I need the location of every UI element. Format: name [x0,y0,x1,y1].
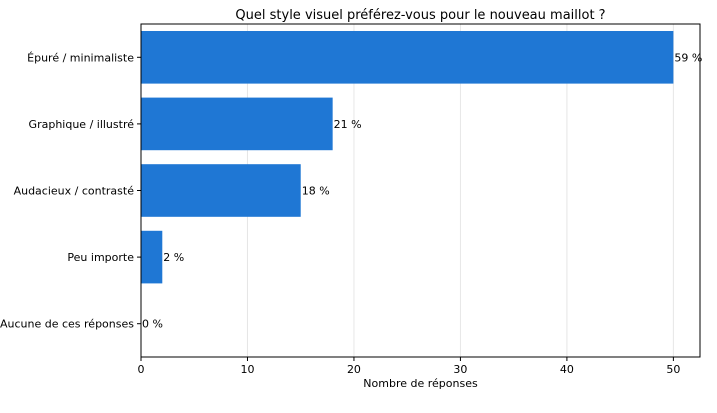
category-label: Peu importe [67,251,134,264]
data-label: 2 % [163,251,184,264]
x-tick-label: 0 [138,363,145,376]
x-tick-label: 20 [347,363,361,376]
bar [141,164,301,217]
data-labels: 59 % 21 % 18 % 2 % 0 % [142,51,702,330]
x-tick-label: 30 [453,363,467,376]
category-label: Épuré / minimaliste [27,51,134,64]
category-label: Graphique / illustré [29,118,135,131]
axes: 0 10 20 30 40 50 Épuré / minimaliste Graphique … [0,51,680,376]
data-label: 18 % [302,185,330,198]
x-axis-title: Nombre de réponses [363,377,478,390]
category-label: Audacieux / contrasté [14,185,135,198]
bars [141,30,674,284]
bar [141,30,674,84]
chart-title: Quel style visuel préférez-vous pour le … [235,8,605,23]
data-label: 21 % [334,118,362,131]
x-tick-label: 40 [560,363,574,376]
data-label: 0 % [142,318,163,331]
bar [141,230,163,284]
bar [141,97,333,151]
category-label: Aucune de ces réponses [0,318,134,331]
data-label: 59 % [674,51,702,64]
x-tick-label: 50 [666,363,680,376]
x-tick-label: 10 [240,363,254,376]
